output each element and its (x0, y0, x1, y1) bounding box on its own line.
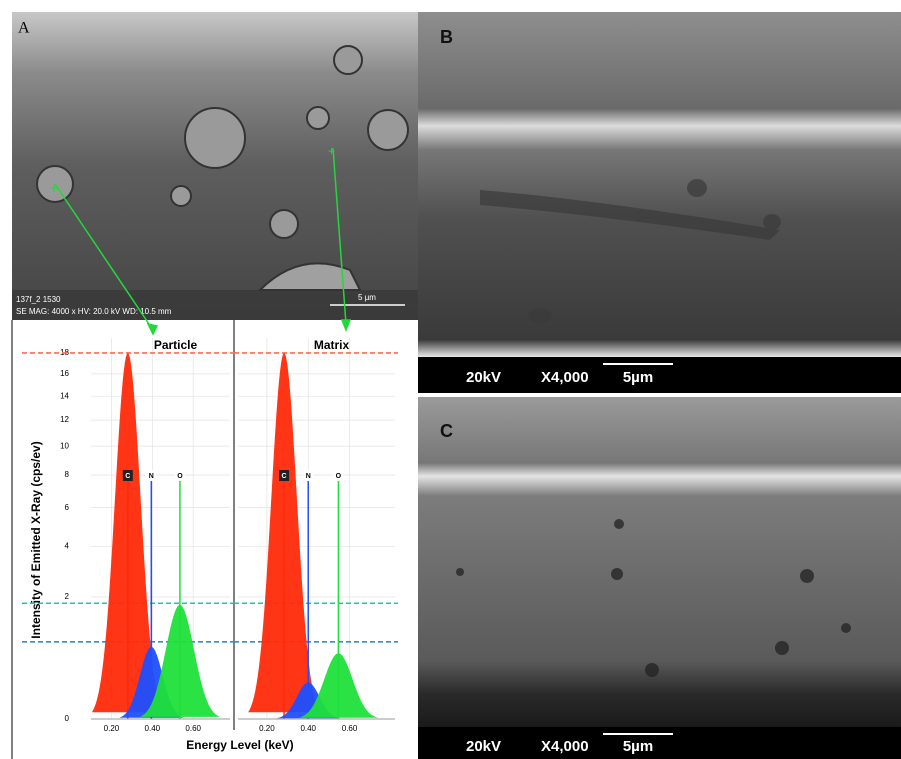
top-margin (0, 0, 901, 12)
peak-label: O (336, 473, 342, 480)
sem-features-b (480, 179, 781, 324)
scale-label: 5µm (623, 369, 653, 386)
sem-voltage: 20kV (466, 369, 501, 386)
scale-label: 5 µm (358, 293, 376, 302)
sem-bar-c (418, 727, 901, 759)
panel-label: B (440, 27, 453, 47)
peak-label: N (306, 473, 311, 480)
panel-label: C (440, 421, 453, 441)
y-tick-label: 2 (65, 592, 70, 601)
panel-label: A (18, 20, 30, 37)
sem-meta: SE MAG: 4000 x HV: 20.0 kV WD: 10.5 mm (16, 307, 172, 316)
peak-label-box (146, 470, 157, 481)
y-tick-label: 14 (60, 391, 69, 400)
charts: 0246810121416180.200.400.60ParticleCNO0.… (22, 338, 398, 733)
sem-mag: X4,000 (541, 369, 589, 386)
y-tick-label: 4 (65, 542, 70, 551)
chart-title: Matrix (314, 338, 350, 352)
sem-voltage: 20kV (466, 738, 501, 755)
y-tick-label: 16 (60, 369, 69, 378)
x-axis-label: Energy Level (keV) (186, 738, 293, 752)
x-tick-label: 0.40 (145, 724, 161, 733)
sem-features-c (456, 519, 851, 677)
y-tick-label: 6 (65, 503, 70, 512)
y-tick-label: 12 (60, 415, 69, 424)
sem-image-b (418, 12, 901, 357)
x-tick-label: 0.60 (185, 724, 201, 733)
scale-label: 5µm (623, 738, 653, 755)
sem-mag: X4,000 (541, 738, 589, 755)
peak-label-box (174, 470, 185, 481)
x-tick-label: 0.40 (300, 724, 316, 733)
pointer-arrows: ++ (50, 144, 352, 336)
peak-label: N (149, 473, 154, 480)
x-tick-label: 0.20 (259, 724, 275, 733)
peak-label-box (122, 470, 133, 481)
peak-label-box (303, 470, 314, 481)
y-tick-label: 0 (65, 714, 70, 723)
svg-text:+: + (328, 144, 335, 158)
y-tick-label: 8 (65, 470, 70, 479)
peak-label-box (333, 470, 344, 481)
peak-label: O (177, 473, 183, 480)
sem-info: 137f_2 1530 (16, 295, 61, 304)
y-axis-label: Intensity of Emitted X-Ray (cps/ev) (29, 441, 43, 638)
x-tick-label: 0.20 (104, 724, 120, 733)
svg-text:+: + (50, 180, 58, 196)
peak-label-box (279, 470, 290, 481)
sem-features-a (36, 45, 409, 291)
x-tick-label: 0.60 (342, 724, 358, 733)
y-tick-label: 10 (60, 441, 69, 450)
peak-label: C (125, 473, 130, 480)
sem-image-c (418, 397, 901, 727)
peak-label: C (282, 473, 287, 480)
chart-title: Particle (154, 338, 198, 352)
